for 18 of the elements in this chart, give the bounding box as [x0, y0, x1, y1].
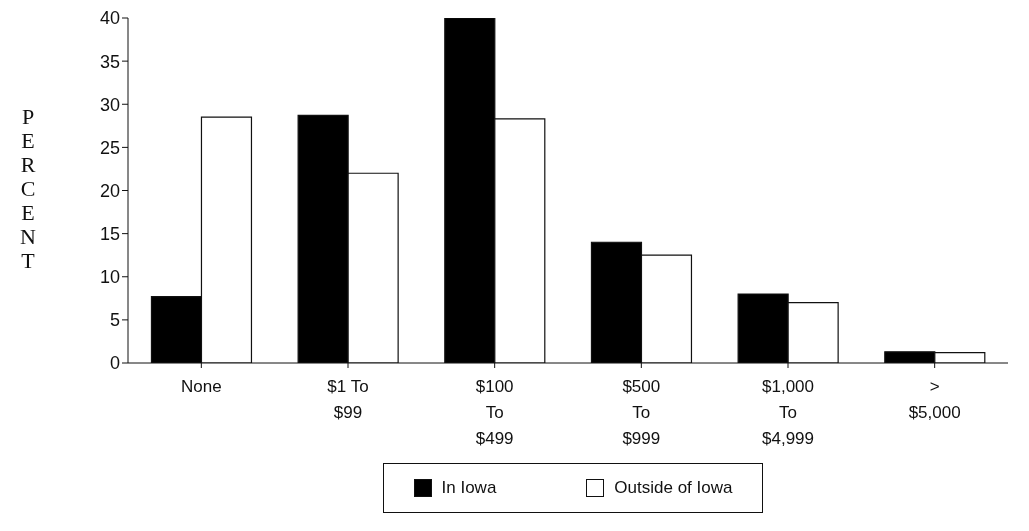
x-tick-label: $1 To $99: [327, 377, 369, 422]
y-tick-label: 30: [99, 94, 120, 115]
y-tick-label: 5: [109, 310, 120, 331]
y-tick-label: 35: [99, 51, 120, 72]
x-tick-label: > $5,000: [908, 377, 961, 422]
y-tick-label: 0: [109, 353, 120, 374]
y-tick-label: 20: [99, 180, 120, 201]
y-tick-label: 40: [99, 8, 120, 29]
x-tick-label: None: [181, 377, 222, 396]
x-tick-label: $1,000 To $4,999: [762, 377, 814, 448]
legend-label: In Iowa: [441, 478, 497, 498]
legend-label: Outside of Iowa: [614, 478, 733, 498]
y-tick-label: 15: [99, 224, 120, 245]
y-axis-title: PERCENT: [20, 103, 37, 273]
x-tick-label: $500 To $999: [622, 377, 661, 448]
y-tick-label: 25: [99, 137, 120, 158]
x-tick-label: $100 To $499: [475, 377, 514, 448]
y-tick-label: 10: [99, 267, 120, 288]
